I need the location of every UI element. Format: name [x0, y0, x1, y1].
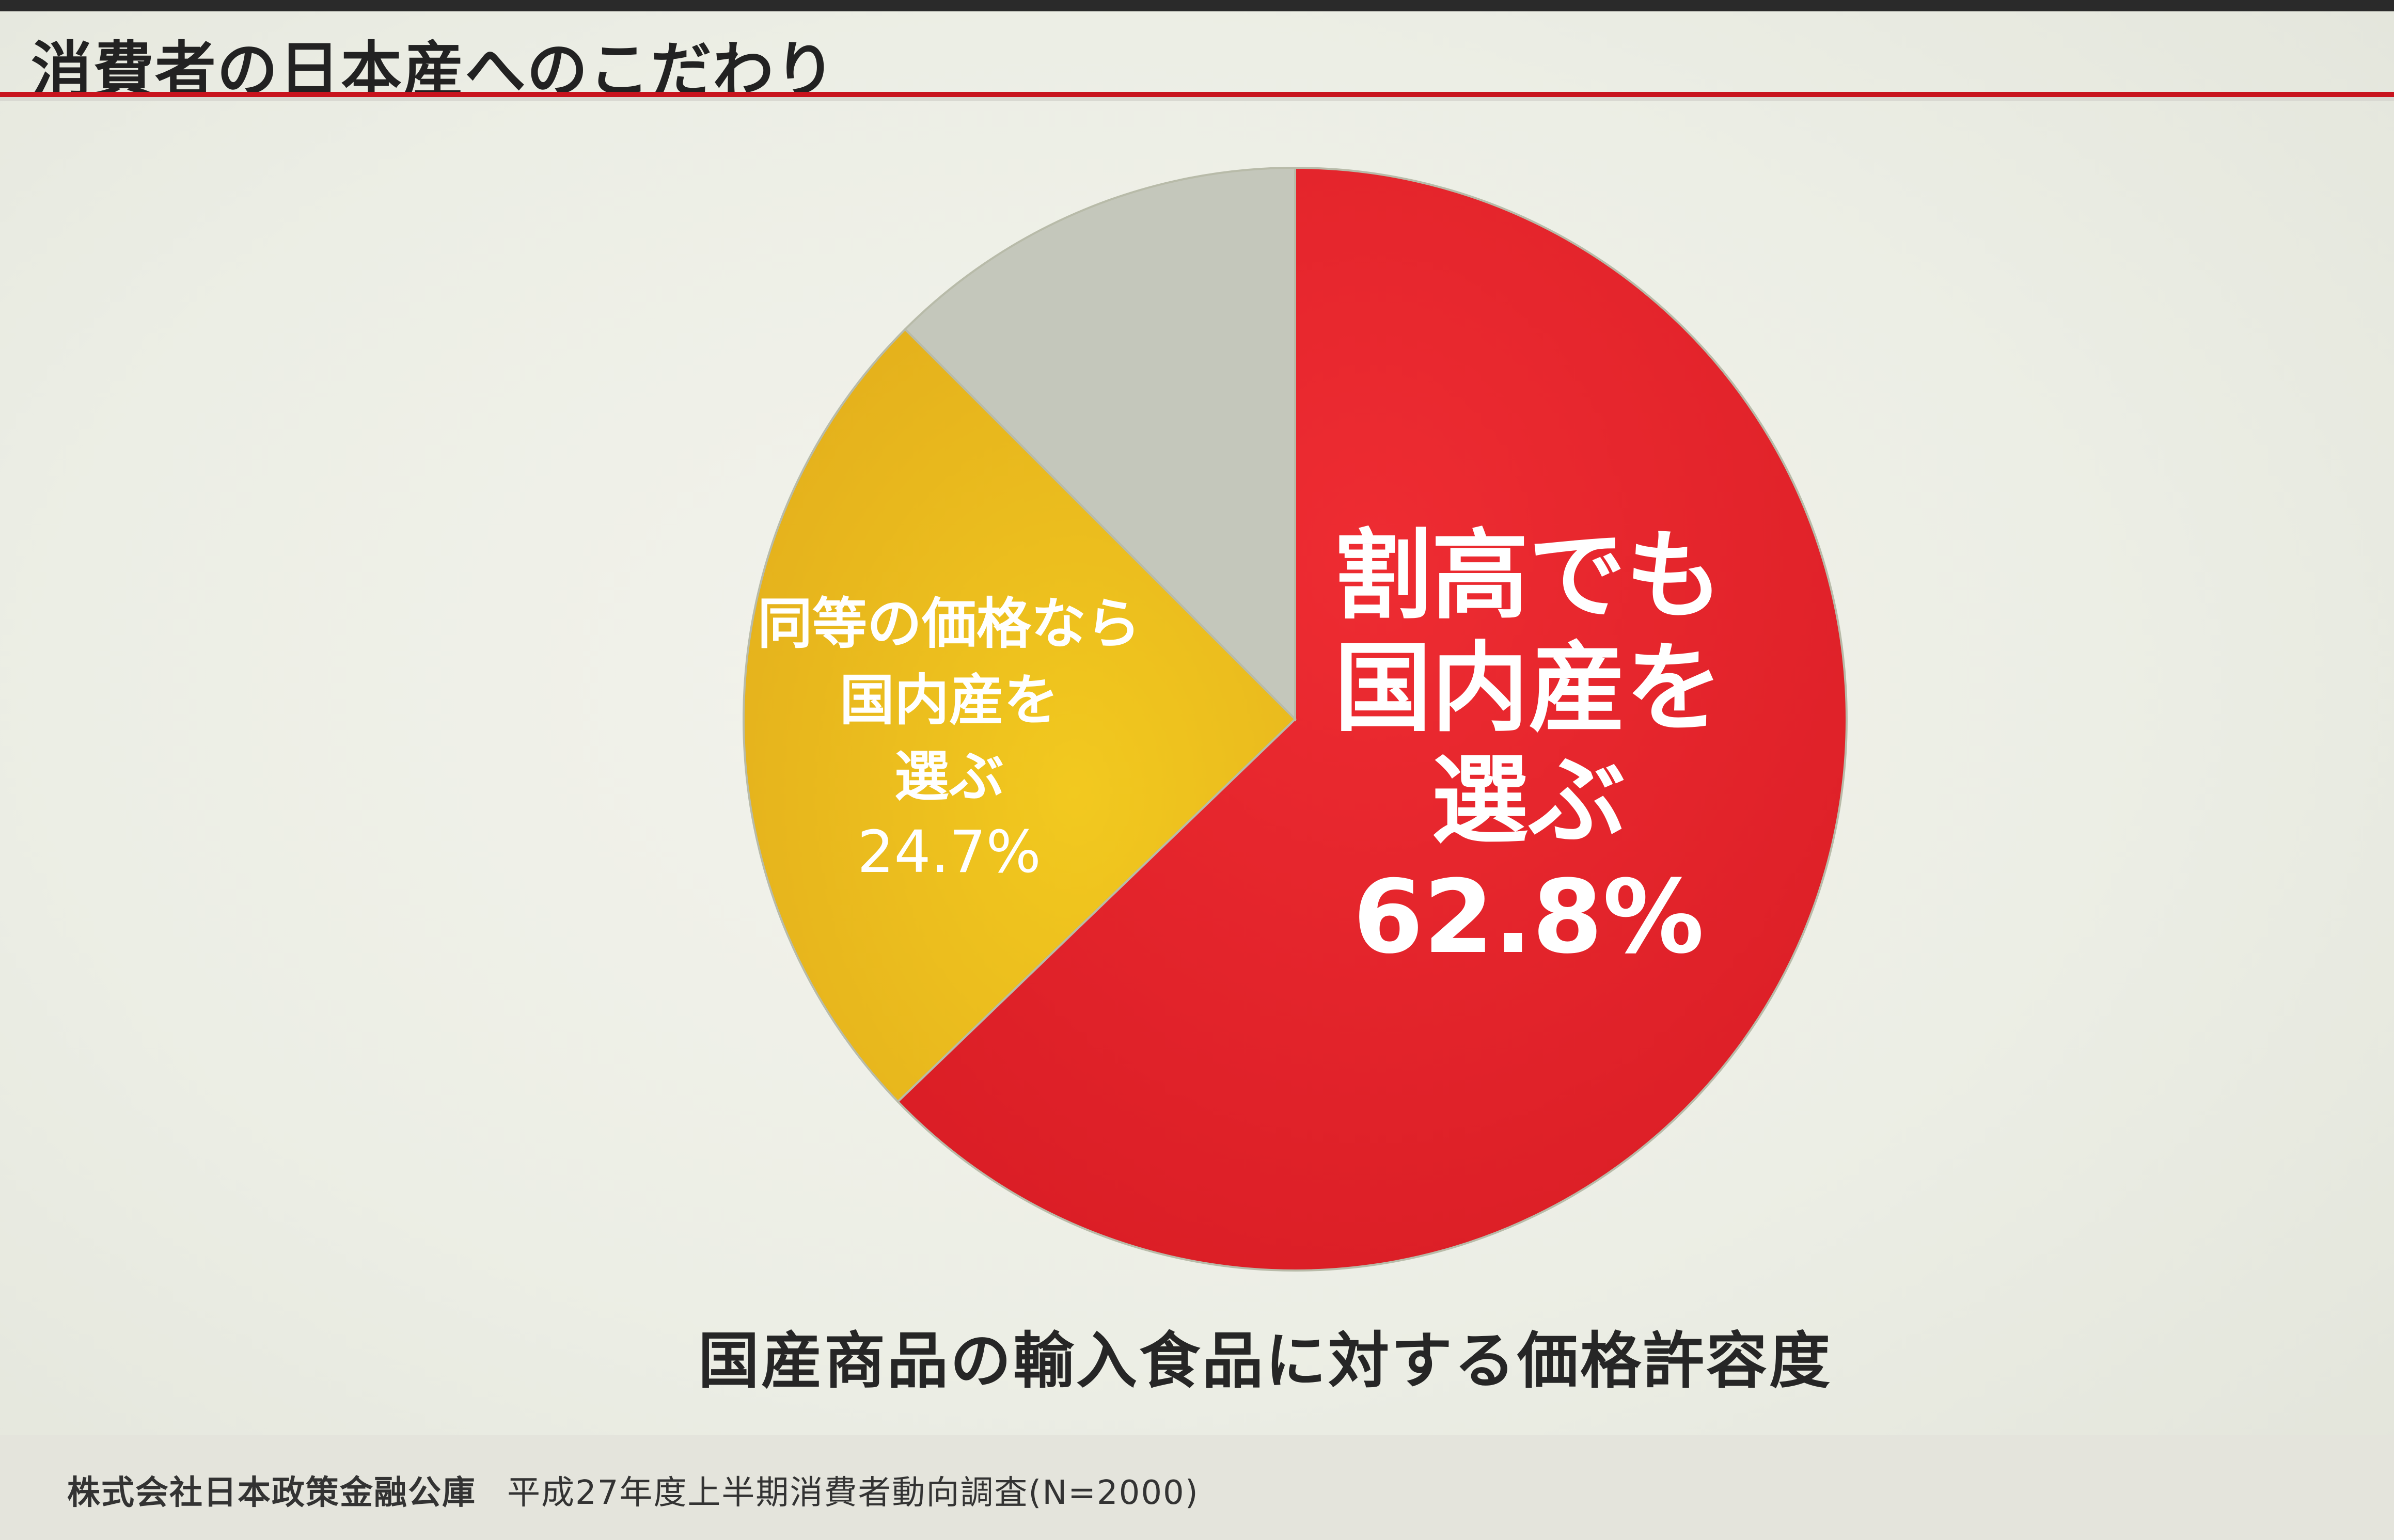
slice-2-label-line-3: 選ぶ	[894, 745, 1004, 808]
slice-1-label-line-2: 国内産を	[1334, 632, 1723, 745]
footer-band	[0, 1435, 2394, 1540]
title-rule-shadow	[0, 97, 2394, 101]
top-edge	[0, 0, 2394, 11]
title-rule	[0, 92, 2394, 97]
source-organization: 株式会社日本政策金融公庫	[67, 1474, 476, 1512]
pie-slice-2	[743, 327, 1297, 1103]
source-survey: 平成27年度上半期消費者動向調査(N=2000)	[507, 1474, 1199, 1512]
pie-slice-1	[896, 166, 1848, 1272]
slice-2-label-line-2: 国内産を	[840, 669, 1059, 732]
slice-2-value-label: 24.7%	[857, 819, 1041, 886]
slice-1-label-line-3: 選ぶ	[1431, 744, 1626, 858]
slice-1-label-line-1: 割高でも	[1334, 519, 1723, 632]
chart-caption: 国産商品の輸入食品に対する価格許容度	[698, 1325, 1832, 1396]
pie-slice-3	[903, 166, 1296, 722]
slice-1-value-label: 62.8%	[1353, 859, 1704, 976]
slice-2-label-line-1: 同等の価格なら	[758, 592, 1141, 656]
source-note: 株式会社日本政策金融公庫 平成27年度上半期消費者動向調査(N=2000)	[67, 1466, 1199, 1514]
